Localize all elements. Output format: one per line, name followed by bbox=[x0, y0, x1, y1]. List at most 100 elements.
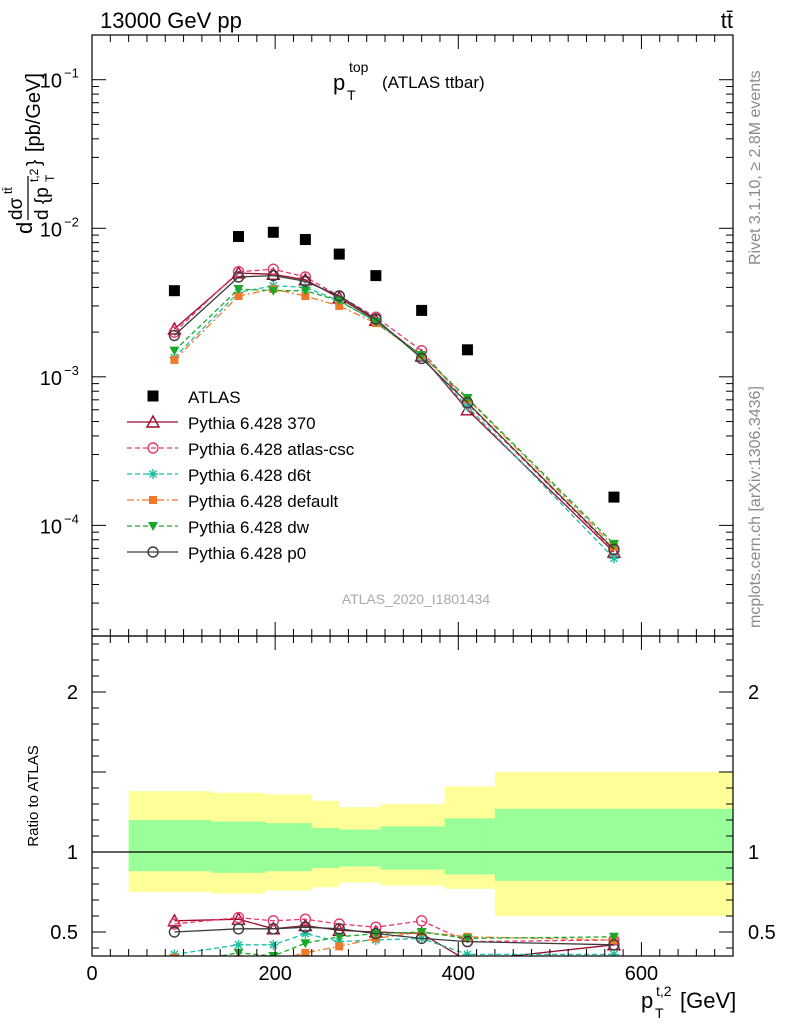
series-point-4 bbox=[169, 346, 180, 356]
series-point-3 bbox=[335, 301, 344, 310]
ratio-plot-panel: 0.5 0.5 1 1 2 2 0 200 400 600 Ratio to ATLAS p t,… bbox=[25, 635, 776, 1021]
ratio-band-inner bbox=[380, 826, 445, 870]
legend-label-3: Pythia 6.428 default bbox=[188, 492, 339, 511]
xlabel-sup: t,2 bbox=[656, 983, 672, 999]
ylabel-bottom-close: } bbox=[24, 160, 45, 166]
series-point-5 bbox=[232, 271, 245, 283]
ratio-point-1 bbox=[415, 915, 428, 927]
main-y-axis-label: d dσ tt̄ d {p T t,2 } [pb/GeV] bbox=[1, 73, 57, 234]
ratio-plot-frame bbox=[91, 635, 734, 957]
series-point-5 bbox=[333, 290, 345, 302]
series-point-5 bbox=[168, 329, 181, 342]
ratio-point-5 bbox=[415, 932, 428, 945]
tick-exponent: −1 bbox=[64, 66, 79, 81]
ratio-band-inner bbox=[311, 828, 340, 868]
series-point-5 bbox=[299, 275, 312, 287]
atlas-data-point bbox=[267, 226, 279, 238]
ratio-point-5 bbox=[333, 923, 345, 935]
ratio-point-4 bbox=[300, 939, 311, 949]
x-tick-label: 600 bbox=[625, 963, 658, 985]
xlabel-unit: [GeV] bbox=[680, 988, 736, 1013]
series-point-2 bbox=[462, 401, 473, 412]
series-point-4 bbox=[370, 317, 381, 327]
legend-marker-2 bbox=[148, 469, 158, 479]
ratio-y-tick-label-right: 0.5 bbox=[748, 922, 776, 944]
x-tick-label: 0 bbox=[86, 963, 97, 985]
main-y-tick-label: 10 −4 bbox=[40, 511, 79, 538]
ylabel-top: dσ bbox=[6, 197, 27, 220]
series-point-4 bbox=[300, 286, 311, 296]
ratio-point-3 bbox=[170, 953, 179, 956]
series-point-1 bbox=[168, 326, 181, 338]
legend: ATLAS Pythia 6.428 370 Pythia 6.428 atlas-… bbox=[127, 388, 355, 563]
ratio-band-inner bbox=[211, 821, 266, 873]
series-point-4 bbox=[462, 394, 473, 404]
ratio-point-1 bbox=[267, 915, 280, 927]
atlas-data-point bbox=[299, 234, 311, 246]
tick-base: 10 bbox=[40, 516, 62, 538]
ylabel-top-sup: tt̄ bbox=[1, 187, 15, 194]
ylabel-bottom: d {p bbox=[32, 187, 53, 220]
ratio-band-inner bbox=[265, 823, 312, 872]
ratio-band-inner bbox=[339, 829, 381, 867]
main-y-tick-label: 10 −2 bbox=[40, 214, 79, 241]
ratio-y-tick-label-left: 1 bbox=[67, 842, 78, 864]
series-point-5 bbox=[370, 313, 382, 325]
atlas-data-point bbox=[168, 285, 180, 297]
ratio-point-5 bbox=[299, 921, 312, 933]
series-point-4 bbox=[268, 286, 279, 296]
atlas-data-point bbox=[608, 491, 620, 503]
ratio-point-4 bbox=[334, 932, 345, 942]
atlas-data-point bbox=[333, 248, 345, 260]
ratio-point-1 bbox=[232, 911, 245, 924]
ratio-band-inner bbox=[494, 808, 733, 881]
ylabel-bottom-sup: t,2 bbox=[27, 168, 41, 182]
x-tick-label: 200 bbox=[258, 963, 291, 985]
main-plot-panel: 10−110−210−310−4 p top T (ATLAS ttbar) A… bbox=[1, 34, 734, 637]
legend-marker-atlas bbox=[147, 390, 159, 402]
ratio-point-4 bbox=[416, 928, 427, 937]
legend-marker-5 bbox=[147, 546, 159, 558]
ratio-point-5 bbox=[267, 923, 280, 935]
ratio-point-4 bbox=[169, 960, 179, 969]
legend-label-2: Pythia 6.428 d6t bbox=[188, 466, 311, 485]
tick-exponent: −2 bbox=[64, 214, 79, 229]
mcplots-label: mcplots.cern.ch [arXiv:1306.3436] bbox=[747, 386, 764, 628]
ratio-y-axis-label: Ratio to ATLAS bbox=[25, 745, 42, 846]
series-point-1 bbox=[267, 263, 280, 275]
tick-base: 10 bbox=[40, 219, 62, 241]
ratio-point-4 bbox=[268, 952, 279, 956]
ratio-point-2 bbox=[462, 949, 473, 956]
analysis-watermark: ATLAS_2020_I1801434 bbox=[342, 591, 491, 607]
xlabel-sub: T bbox=[655, 1005, 664, 1021]
ratio-point-5 bbox=[608, 939, 620, 951]
tick-exponent: −3 bbox=[64, 363, 79, 378]
ratio-line-4 bbox=[216, 931, 614, 956]
legend-marker-4 bbox=[148, 522, 158, 531]
plot-title-sub: T bbox=[347, 87, 356, 103]
header-right: tt̄ bbox=[721, 8, 733, 33]
ylabel-bottom-sub: T bbox=[43, 174, 57, 182]
series-line-4 bbox=[173, 288, 615, 545]
series-point-3 bbox=[301, 291, 310, 300]
ratio-point-5 bbox=[370, 927, 382, 940]
series-point-5 bbox=[461, 396, 474, 409]
ratio-y-tick-label-right: 2 bbox=[748, 682, 759, 704]
series-line-5 bbox=[173, 274, 615, 550]
ratio-line-0 bbox=[174, 918, 615, 956]
ratio-point-4 bbox=[608, 932, 619, 942]
legend-marker-3 bbox=[149, 496, 157, 504]
x-axis-label: p t,2 T [GeV] bbox=[641, 983, 736, 1021]
ylabel-unit: [pb/GeV] bbox=[23, 73, 45, 152]
ratio-point-2 bbox=[233, 939, 244, 950]
plot-title-main: p bbox=[333, 70, 345, 95]
plot-title-sup: top bbox=[349, 59, 369, 75]
legend-label-5: Pythia 6.428 p0 bbox=[188, 544, 306, 563]
plot-title-rest: (ATLAS ttbar) bbox=[382, 73, 485, 92]
legend-label-0: Pythia 6.428 370 bbox=[188, 414, 316, 433]
ratio-point-5 bbox=[232, 923, 245, 935]
series-point-3 bbox=[170, 355, 179, 364]
ratio-point-5 bbox=[168, 926, 181, 938]
xlabel-main: p bbox=[641, 988, 653, 1013]
ratio-point-5 bbox=[461, 935, 474, 948]
